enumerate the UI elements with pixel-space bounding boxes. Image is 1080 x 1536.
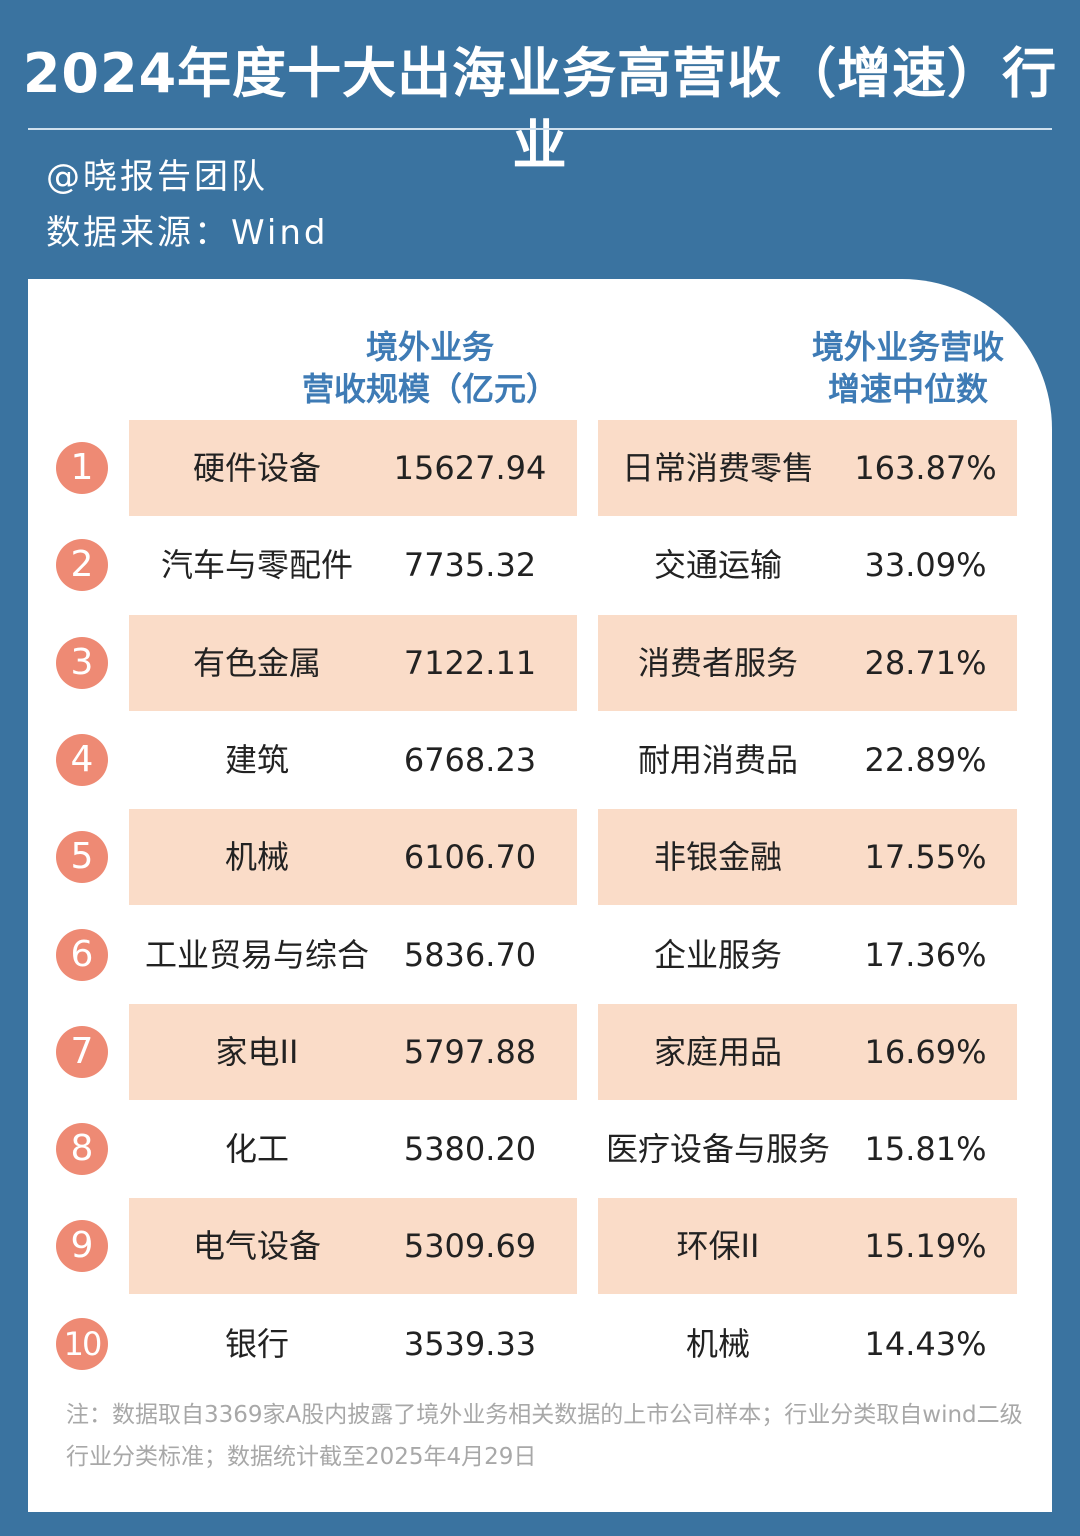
growth-value: 17.55% [864,838,987,877]
revenue-industry: 家电II [215,1032,299,1071]
revenue-value: 5309.69 [403,1227,537,1266]
growth-industry: 环保II [676,1227,760,1266]
revenue-value: 6106.70 [403,838,537,877]
revenue-value: 15627.94 [393,449,547,487]
revenue-column-header: 境外业务 营收规模（亿元） [240,326,620,410]
revenue-value: 6768.23 [403,740,537,779]
rank-badge: 6 [56,928,108,981]
revenue-value: 7122.11 [403,643,537,682]
revenue-industry: 建筑 [224,740,289,779]
row-highlight [129,420,577,516]
revenue-industry: 硬件设备 [192,449,321,487]
growth-industry: 日常消费零售 [621,449,814,487]
page-title: 2024年度十大出海业务高营收（增速）行业 [22,42,1058,177]
revenue-industry: 电气设备 [192,1227,321,1266]
rank-badge: 4 [56,733,108,786]
title-divider [28,128,1052,130]
row-highlight [598,809,1017,906]
row-highlight [598,614,1017,711]
table-row: 4 建筑 6768.23 耐用消费品 22.89% [0,712,1080,808]
table-row: 6 工业贸易与综合 5836.70 企业服务 17.36% [0,907,1080,1003]
table-row: 7 家电II 5797.88 家庭用品 16.69% [0,1003,1080,1100]
growth-value: 16.69% [864,1032,987,1071]
revenue-header-line2: 营收规模（亿元） [301,370,558,408]
revenue-industry: 机械 [224,838,289,877]
growth-value: 28.71% [864,643,987,682]
growth-industry: 企业服务 [653,935,782,974]
data-source-label: 数据来源：Wind [46,213,329,253]
row-highlight [129,809,577,906]
growth-industry: 消费者服务 [637,643,798,682]
growth-value: 14.43% [864,1324,987,1363]
table-row: 5 机械 6106.70 非银金融 17.55% [0,809,1080,906]
growth-value: 15.81% [864,1130,987,1169]
row-highlight [129,1003,577,1100]
growth-industry: 非银金融 [653,838,782,877]
revenue-header-line1: 境外业务 [365,328,494,366]
growth-value: 17.36% [864,935,987,974]
table-row: 3 有色金属 7122.11 消费者服务 28.71% [0,614,1080,711]
author-label: @晓报告团队 [46,157,268,197]
rank-badge: 9 [56,1220,108,1273]
table-row: 8 化工 5380.20 医疗设备与服务 15.81% [0,1101,1080,1197]
growth-value: 33.09% [864,546,987,585]
growth-value: 15.19% [864,1227,987,1266]
growth-header-line2: 增速中位数 [827,370,988,408]
rank-badge: 8 [56,1123,108,1176]
table-row: 1 硬件设备 15627.94 日常消费零售 163.87% [0,420,1080,516]
revenue-industry: 工业贸易与综合 [144,935,369,974]
revenue-value: 5797.88 [403,1032,537,1071]
revenue-industry: 汽车与零配件 [160,546,353,585]
revenue-industry: 银行 [224,1324,289,1363]
row-highlight [598,1003,1017,1100]
rank-badge: 2 [56,539,108,592]
rank-badge: 3 [56,636,108,689]
table-row: 10 银行 3539.33 机械 14.43% [0,1296,1080,1392]
row-highlight [598,420,1017,516]
growth-industry: 交通运输 [653,546,782,585]
revenue-industry: 有色金属 [192,643,321,682]
growth-industry: 耐用消费品 [637,740,798,779]
rank-badge: 7 [56,1025,108,1078]
growth-value: 163.87% [854,449,997,487]
footnote: 注：数据取自3369家A股内披露了境外业务相关数据的上市公司样本；行业分类取自w… [66,1402,1023,1470]
table-row: 2 汽车与零配件 7735.32 交通运输 33.09% [0,517,1080,613]
growth-industry: 机械 [685,1324,750,1363]
growth-value: 22.89% [864,740,987,779]
row-highlight [129,1198,577,1295]
row-highlight [598,1198,1017,1295]
revenue-value: 5836.70 [403,935,537,974]
rank-badge: 1 [56,442,108,494]
revenue-value: 5380.20 [403,1130,537,1169]
growth-header-line1: 境外业务营收 [811,328,1004,366]
row-highlight [129,614,577,711]
growth-industry: 家庭用品 [653,1032,782,1071]
rank-badge: 5 [56,831,108,884]
growth-column-header: 境外业务营收 增速中位数 [760,326,1056,410]
rank-badge: 10 [56,1317,108,1370]
growth-industry: 医疗设备与服务 [605,1130,830,1169]
table-row: 9 电气设备 5309.69 环保II 15.19% [0,1198,1080,1295]
revenue-value: 3539.33 [403,1324,537,1363]
revenue-value: 7735.32 [403,546,537,585]
revenue-industry: 化工 [224,1130,289,1169]
